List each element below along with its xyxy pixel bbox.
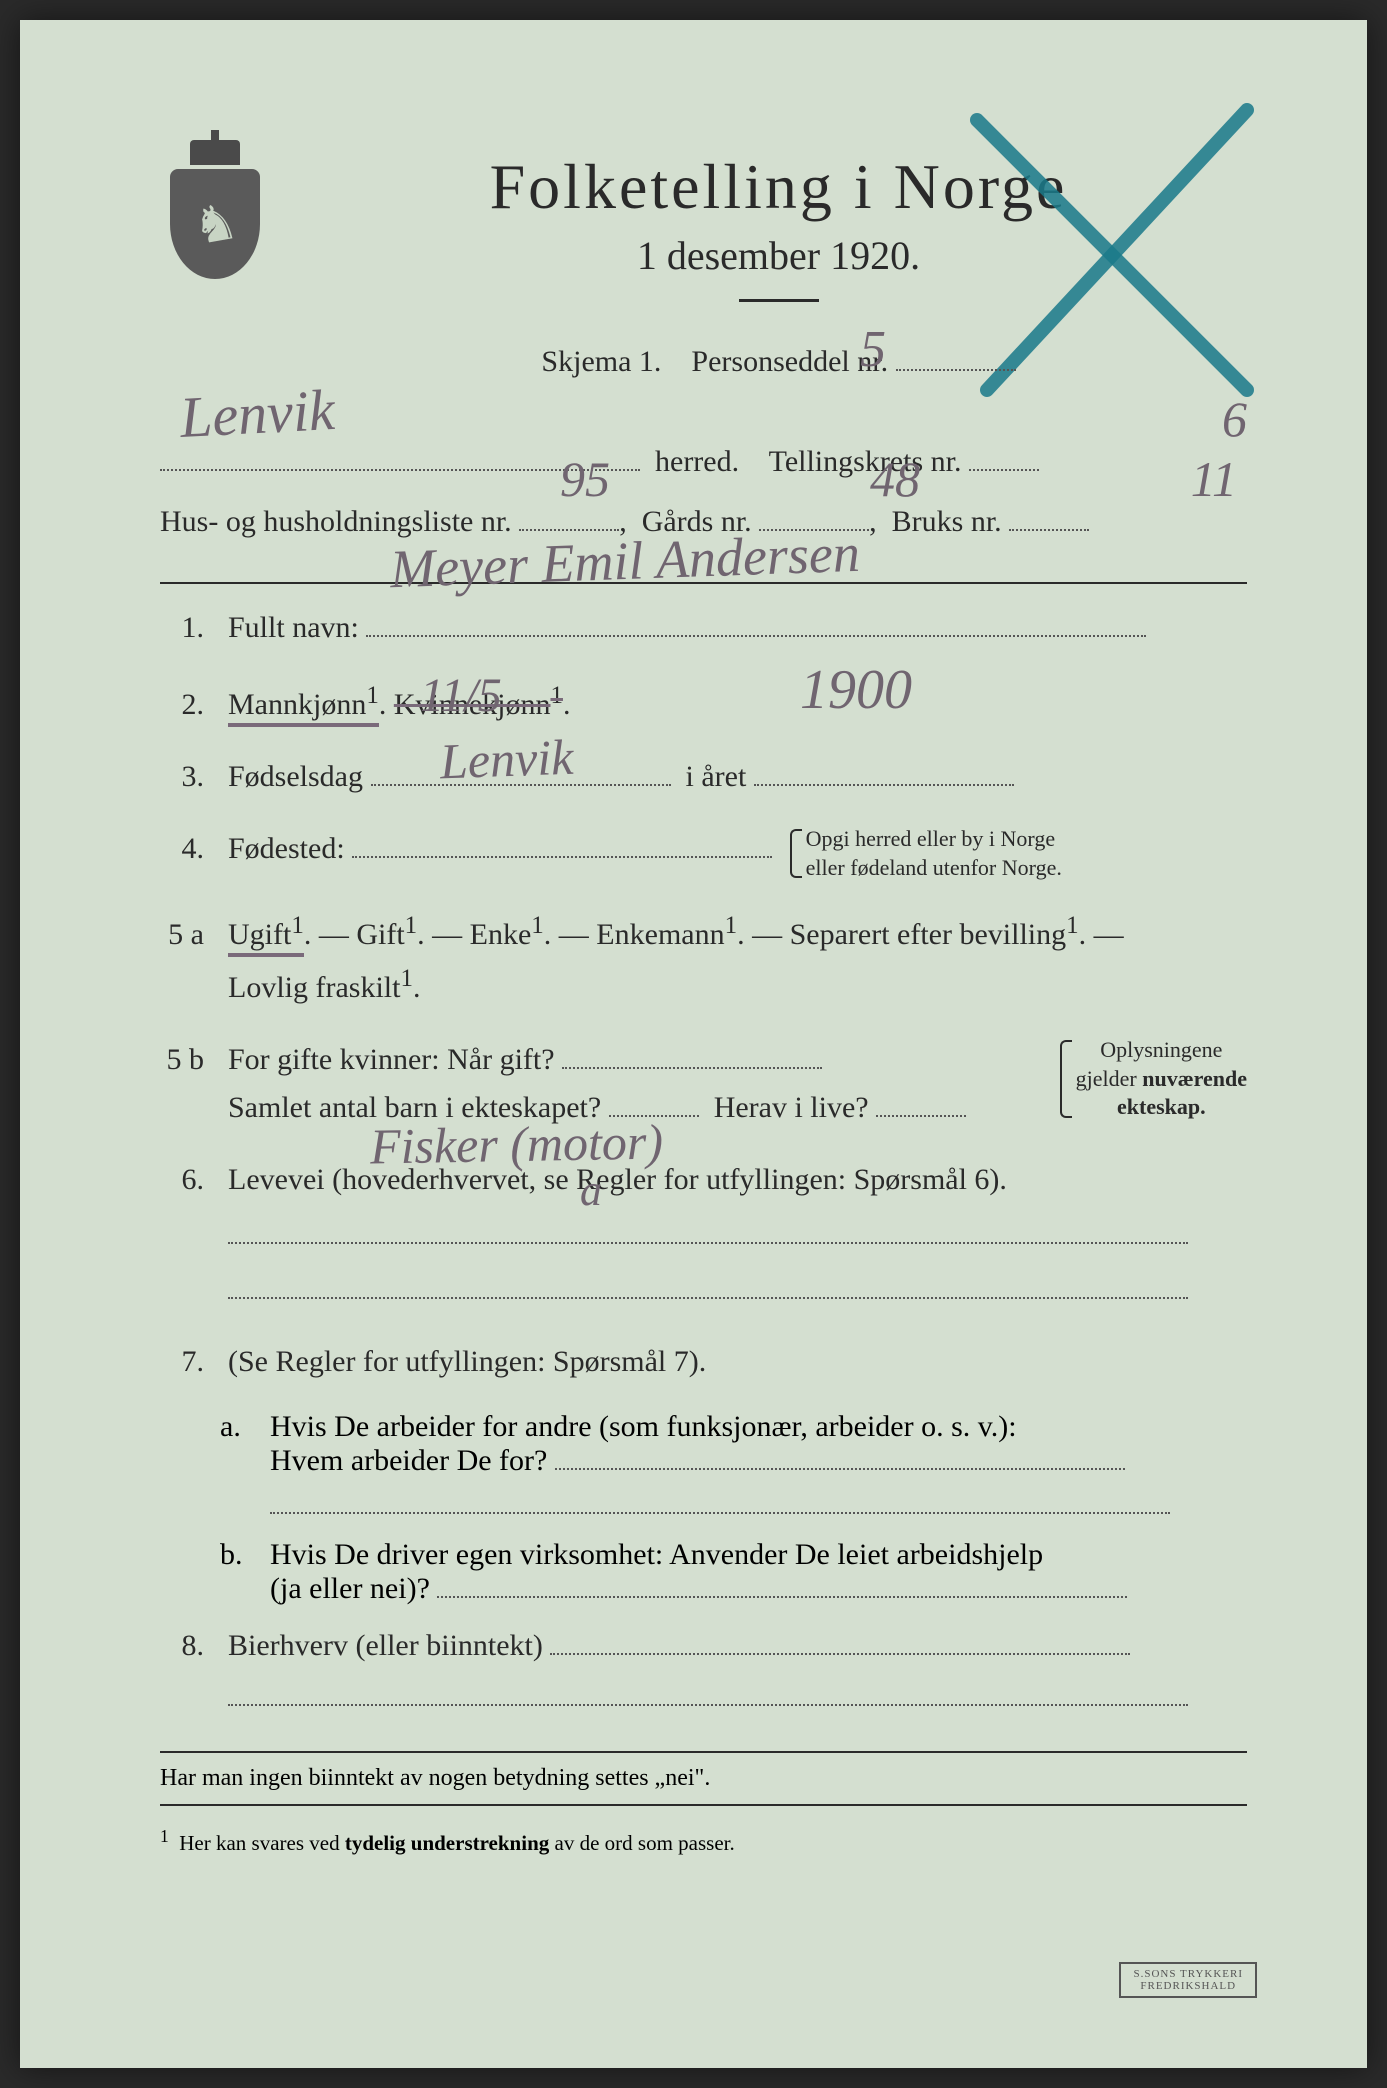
q3-day-field bbox=[371, 784, 671, 786]
q1-row: 1. Fullt navn: bbox=[160, 604, 1247, 652]
q5a-opt-enkemann: Enkemann1 bbox=[596, 918, 737, 951]
q5b-label1: For gifte kvinner: Når gift? bbox=[228, 1043, 555, 1076]
personseddel-field bbox=[896, 369, 1016, 371]
personseddel-label: Personseddel nr. bbox=[691, 345, 888, 378]
q5a-opt-fraskilt: Lovlig fraskilt1 bbox=[228, 971, 413, 1004]
skjema-label: Skjema 1. bbox=[541, 345, 661, 378]
form-header: ♞ Folketelling i Norge 1 desember 1920. … bbox=[160, 140, 1247, 412]
q4-label: Fødested: bbox=[228, 832, 345, 865]
husliste-line: Hus- og husholdningsliste nr. , Gårds nr… bbox=[160, 492, 1247, 552]
q7b-letter: b. bbox=[220, 1538, 250, 1606]
q5a-opt-ugift: Ugift1 bbox=[228, 918, 304, 957]
q8-field bbox=[550, 1653, 1130, 1655]
q7b-text1: Hvis De driver egen virksomhet: Anvender… bbox=[270, 1538, 1043, 1571]
q5a-row: 5 a Ugift1. — Gift1. — Enke1. — Enkemann… bbox=[160, 906, 1247, 1012]
herred-line: herred. Tellingskrets nr. bbox=[160, 432, 1247, 492]
q7-row: 7. (Se Regler for utfyllingen: Spørsmål … bbox=[160, 1338, 1247, 1386]
q8-label: Bierhverv (eller biinntekt) bbox=[228, 1629, 543, 1662]
q7-num: 7. bbox=[160, 1345, 204, 1379]
q7a-row: a. Hvis De arbeider for andre (som funks… bbox=[220, 1410, 1247, 1522]
q5b-label3: Herav i live? bbox=[714, 1091, 869, 1124]
q5b-note: Oplysningene gjelder nuværende ekteskap. bbox=[1060, 1036, 1247, 1122]
q5a-opt-separert: Separert efter bevilling1 bbox=[790, 918, 1079, 951]
questions-section: 1. Fullt navn: 2. Mannkjønn1. Kvinnekjøn… bbox=[160, 582, 1247, 1856]
q6-field2 bbox=[228, 1259, 1188, 1299]
form-date: 1 desember 1920. bbox=[310, 232, 1247, 279]
q2-row: 2. Mannkjønn1. Kvinnekjønn1. bbox=[160, 676, 1247, 729]
tellingskrets-label: Tellingskrets nr. bbox=[769, 445, 962, 478]
gards-label: Gårds nr. bbox=[642, 505, 752, 538]
q3-year-label: i året bbox=[686, 760, 747, 793]
q5b-field2 bbox=[609, 1115, 699, 1117]
q5b-label2: Samlet antal barn i ekteskapet? bbox=[228, 1091, 601, 1124]
q6-row: 6. Levevei (hovederhvervet, se Regler fo… bbox=[160, 1156, 1247, 1314]
q8-row: 8. Bierhverv (eller biinntekt) bbox=[160, 1622, 1247, 1721]
husliste-label: Hus- og husholdningsliste nr. bbox=[160, 505, 512, 538]
q7b-field bbox=[437, 1596, 1127, 1598]
q2-female-option: Kvinnekjønn1 bbox=[394, 688, 563, 721]
q4-row: 4. Fødested: Opgi herred eller by i Norg… bbox=[160, 825, 1247, 882]
q7a-field2 bbox=[270, 1478, 1170, 1514]
q1-num: 1. bbox=[160, 611, 204, 645]
q4-num: 4. bbox=[160, 832, 204, 866]
herred-field bbox=[160, 469, 640, 471]
q4-note: Opgi herred eller by i Norge eller fødel… bbox=[790, 825, 1062, 882]
q1-label: Fullt navn: bbox=[228, 611, 359, 644]
q2-num: 2. bbox=[160, 688, 204, 722]
q1-field bbox=[366, 635, 1146, 637]
q7a-letter: a. bbox=[220, 1410, 250, 1522]
q5b-num: 5 b bbox=[160, 1043, 204, 1077]
q3-row: 3. Fødselsdag i året bbox=[160, 753, 1247, 801]
q6-field1 bbox=[228, 1204, 1188, 1244]
q7b-text2: (ja eller nei)? bbox=[270, 1572, 430, 1605]
q3-year-field bbox=[754, 784, 1014, 786]
form-title: Folketelling i Norge bbox=[310, 150, 1247, 224]
q7a-field bbox=[555, 1468, 1125, 1470]
q8-num: 8. bbox=[160, 1629, 204, 1663]
bruks-label: Bruks nr. bbox=[892, 505, 1002, 538]
q5b-field3 bbox=[876, 1115, 966, 1117]
q5a-opt-gift: Gift1 bbox=[356, 918, 417, 951]
herred-label: herred. bbox=[655, 445, 739, 478]
q5b-row: 5 b For gifte kvinner: Når gift? Samlet … bbox=[160, 1036, 1247, 1132]
husliste-field bbox=[519, 529, 619, 531]
gards-field bbox=[759, 529, 869, 531]
printer-stamp: S.SONS TRYKKERIFREDRIKSHALD bbox=[1119, 1962, 1257, 1998]
q7b-row: b. Hvis De driver egen virksomhet: Anven… bbox=[220, 1538, 1247, 1606]
title-divider bbox=[739, 299, 819, 302]
q3-num: 3. bbox=[160, 760, 204, 794]
coat-of-arms-icon: ♞ bbox=[160, 140, 270, 290]
q5a-num: 5 a bbox=[160, 918, 204, 952]
q2-male-option: Mannkjønn1 bbox=[228, 688, 379, 727]
tellingskrets-field bbox=[969, 469, 1039, 471]
bruks-field bbox=[1009, 529, 1089, 531]
q7a-text2: Hvem arbeider De for? bbox=[270, 1444, 547, 1477]
q3-label: Fødselsdag bbox=[228, 760, 363, 793]
q4-field bbox=[352, 856, 772, 858]
q8-field2 bbox=[228, 1670, 1188, 1706]
q5a-opt-enke: Enke1 bbox=[470, 918, 544, 951]
q7a-text1: Hvis De arbeider for andre (som funksjon… bbox=[270, 1410, 1017, 1443]
q7-label: (Se Regler for utfyllingen: Spørsmål 7). bbox=[228, 1345, 706, 1378]
q6-num: 6. bbox=[160, 1163, 204, 1197]
footnote: 1 Her kan svares ved tydelig understrekn… bbox=[160, 1826, 1247, 1856]
census-form-page: ♞ Folketelling i Norge 1 desember 1920. … bbox=[20, 20, 1367, 2068]
q6-label: Levevei (hovederhvervet, se Regler for u… bbox=[228, 1163, 1007, 1196]
q5b-field1 bbox=[562, 1067, 822, 1069]
footer-note: Har man ingen biinntekt av nogen betydni… bbox=[160, 1751, 1247, 1806]
